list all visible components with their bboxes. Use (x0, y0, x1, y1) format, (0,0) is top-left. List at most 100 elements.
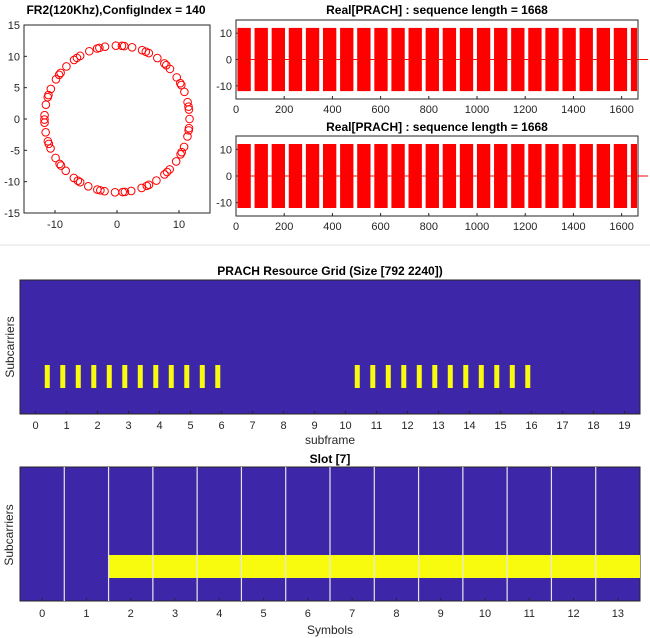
sig2-xtick-label: 1000 (465, 221, 489, 233)
resource-grid-prach-bar (75, 365, 81, 388)
constellation-point (72, 53, 82, 63)
resource-grid-title: PRACH Resource Grid (Size [792 2240]) (217, 264, 442, 278)
sig2-ytick-label: -10 (216, 198, 232, 210)
sig1-xtick-label: 1600 (609, 104, 633, 116)
constellation-xtick-label: 10 (173, 219, 185, 231)
time-signal-2-title: Real[PRACH] : sequence length = 1668 (326, 120, 548, 134)
constellation-axes (23, 24, 211, 214)
sig1-xtick-label: 0 (233, 104, 239, 116)
slot-xtick-label: 6 (305, 608, 311, 620)
resource-grid-xtick-label: 3 (125, 420, 131, 432)
constellation-point (92, 44, 102, 53)
sig1-signal-burst (476, 27, 491, 92)
constellation-point (111, 41, 121, 50)
slot-xtick-label: 10 (479, 608, 491, 620)
constellation-point (137, 183, 146, 193)
constellation-point (40, 115, 49, 124)
sig2-signal-burst (476, 144, 491, 208)
sig1-xtick-label: 600 (371, 104, 389, 116)
sig2-signal-burst (374, 144, 388, 208)
resource-grid-xtick-label: 0 (32, 420, 38, 432)
resource-grid-prach-bar (509, 365, 515, 388)
constellation-point (153, 53, 162, 63)
resource-grid-image (19, 279, 641, 415)
sig1-xtick-label: 1000 (465, 104, 489, 116)
resource-grid-xtick-label: 9 (311, 420, 317, 432)
resource-grid-xtick-label: 16 (525, 420, 537, 432)
sig1-signal-burst (357, 27, 371, 92)
constellation-point (179, 142, 189, 152)
sig1-xtick-label: 1400 (561, 104, 585, 116)
sig1-signal-burst (374, 27, 388, 92)
sig2-signal-burst (322, 144, 337, 208)
slot-xtick-label: 9 (438, 608, 444, 620)
constellation-point (44, 139, 54, 149)
constellation-point (184, 123, 194, 133)
sig2-xtick-label: 600 (371, 221, 389, 233)
sig2-signal-burst (613, 144, 628, 208)
sig1-xtick-label: 400 (323, 104, 341, 116)
resource-grid-xtick-label: 8 (280, 420, 286, 432)
sig1-xtick-label: 200 (275, 104, 293, 116)
constellation-point (161, 60, 171, 70)
slot-title: Slot [7] (310, 452, 351, 466)
resource-grid-prach-bar (432, 365, 438, 388)
sig1-signal-burst (511, 27, 525, 92)
slot-xtick-label: 13 (612, 608, 624, 620)
sig2-signal-burst (494, 144, 508, 208)
sig1-xtick-label: 1200 (513, 104, 537, 116)
sig2-xtick-label: 200 (275, 221, 293, 233)
sig1-ytick-label: 0 (226, 55, 232, 67)
sig2-signal-burst (391, 144, 405, 208)
slot-xtick-label: 2 (128, 608, 134, 620)
constellation-point (40, 118, 49, 127)
sig1-signal-burst (391, 27, 405, 92)
sig2-xtick-label: 1200 (513, 221, 537, 233)
resource-grid-prach-bar (199, 365, 205, 388)
constellation-point (96, 186, 105, 195)
constellation-point (62, 62, 71, 71)
constellation-point (69, 55, 79, 65)
resource-grid-ylabel: Subcarriers (3, 316, 17, 377)
resource-grid-xtick-label: 5 (187, 420, 193, 432)
time-signal-1-title: Real[PRACH] : sequence length = 1668 (326, 3, 548, 17)
sig2-xtick-label: 1400 (561, 221, 585, 233)
constellation-ytick-label: -5 (10, 145, 20, 157)
constellation-point (137, 45, 147, 55)
resource-grid-prach-bar (60, 365, 66, 388)
resource-grid-prach-bar (215, 365, 221, 388)
resource-grid-prach-bar (354, 365, 360, 388)
sig2-signal-burst (579, 144, 593, 208)
slot-xtick-label: 11 (524, 608, 535, 620)
sig1-ytick-label: -10 (216, 81, 232, 93)
sig2-ytick-label: 10 (220, 144, 232, 156)
sig2-signal-burst (511, 144, 525, 208)
constellation-xtick-label: -10 (47, 219, 63, 231)
sig2-xtick-label: 400 (323, 221, 341, 233)
sig1-signal-burst (408, 27, 422, 92)
slot-xtick-label: 4 (216, 608, 222, 620)
time-signal-chart-2: Real[PRACH] : sequence length = 1668 0 20… (216, 120, 648, 233)
constellation-ytick-label: 0 (14, 114, 20, 126)
sig1-signal-burst (237, 27, 251, 92)
resource-grid-xtick-label: 15 (494, 420, 506, 432)
resource-grid-xtick-label: 13 (432, 420, 444, 432)
constellation-point (84, 46, 94, 56)
sig2-signal-burst (254, 144, 268, 208)
sig2-signal-burst (545, 144, 559, 208)
constellation-point (83, 182, 93, 191)
sig2-xtick-label: 1600 (609, 221, 633, 233)
constellation-point (152, 176, 161, 185)
sig1-signal-burst (442, 27, 457, 92)
constellation-point (177, 80, 186, 90)
sig1-signal-burst (596, 27, 611, 92)
sig1-signal-burst (613, 27, 628, 92)
sig1-signal-burst (528, 27, 542, 92)
slot-chart: Slot [7] 0 1 2 3 4 5 6 7 8 9 10 11 12 13 Symbols Subc… (2, 452, 641, 637)
constellation-point (127, 42, 137, 52)
sig1-signal-burst (579, 27, 593, 92)
slot-xlabel: Symbols (307, 623, 353, 637)
constellation-point (177, 147, 186, 157)
sig2-signal-burst (340, 144, 354, 208)
constellation-point (126, 186, 136, 196)
